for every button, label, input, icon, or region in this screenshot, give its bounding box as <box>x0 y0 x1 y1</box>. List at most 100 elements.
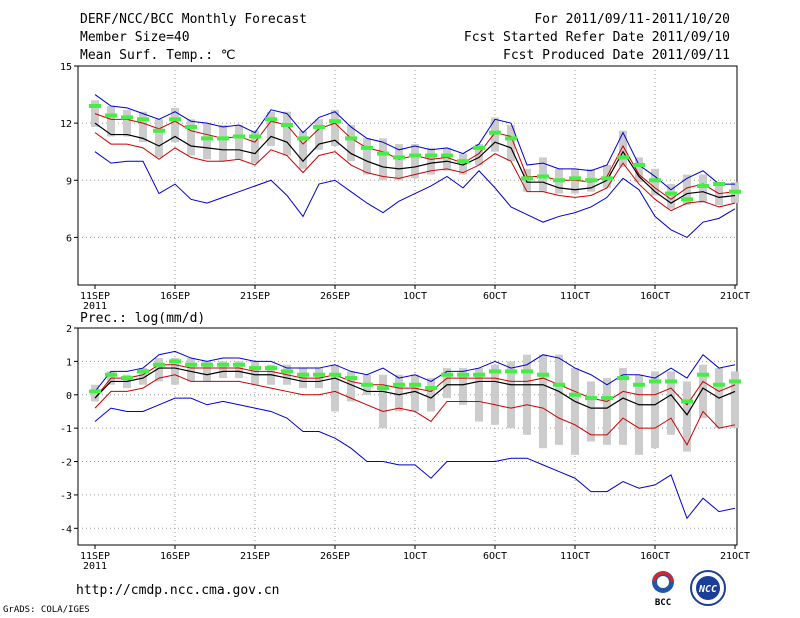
panel2-spread-box <box>235 361 243 379</box>
panel2-median-mark <box>185 362 197 367</box>
panel2-median-mark <box>345 376 357 381</box>
panel2-median-mark <box>473 372 485 377</box>
panel1-ytick-label: 12 <box>60 119 72 130</box>
panel2-spread-box <box>347 371 355 402</box>
panel2-median-mark <box>585 396 597 401</box>
panel1-spread-box <box>619 130 627 167</box>
panel1-median-mark <box>393 155 405 160</box>
panel1-spread-box <box>459 153 467 175</box>
panel2-median-mark <box>713 382 725 387</box>
panel2-spread-box <box>411 374 419 412</box>
panel1-frame <box>77 65 738 286</box>
panel1-ytick-label: 9 <box>66 176 72 187</box>
panel2-median-mark <box>409 382 421 387</box>
panel2-median-mark <box>633 382 645 387</box>
panel2-ytick-label: -2 <box>60 458 72 469</box>
panel1-spread-box <box>395 144 403 181</box>
panel1-median-mark <box>681 197 693 202</box>
panel1-xtick-label: 6OCT <box>483 291 507 302</box>
panel1-spread-box <box>411 144 419 179</box>
panel2-spread-box <box>219 361 227 379</box>
panel1-spread-box <box>155 119 163 158</box>
panel1-xtick-label: 11SEP <box>80 291 110 302</box>
panel2-spread-box <box>475 368 483 422</box>
panel1-median-mark <box>521 176 533 181</box>
panel1-spread-box <box>299 130 307 169</box>
panel1-xtick-label: 26SEP <box>320 291 350 302</box>
ncc-logo-text: NCC <box>698 584 717 595</box>
panel1-max-line <box>94 94 735 191</box>
panel2-spread-box <box>459 368 467 405</box>
panel1-spread-box <box>187 119 195 156</box>
panel1-median-mark <box>601 176 613 181</box>
panel2-median-mark <box>105 372 117 377</box>
panel2-spread-box <box>619 368 627 445</box>
panel1-median-mark <box>249 134 261 139</box>
panel2-median-mark <box>233 362 245 367</box>
forecast-period: For 2011/09/11-2011/10/20 <box>534 12 730 27</box>
panel2-xtick-label: 16SEP <box>160 551 190 562</box>
panel2-spread-box <box>731 371 739 429</box>
panel1-spread-box <box>267 111 275 146</box>
panel1-xtick-label: 16SEP <box>160 291 190 302</box>
panel2-median-mark <box>169 359 181 364</box>
panel2-spread-box <box>555 354 563 445</box>
panel1-spread-box <box>699 174 707 204</box>
panel2-spread-box <box>699 364 707 419</box>
panel1-median-mark <box>185 124 197 129</box>
panel2-spread-box <box>491 364 499 425</box>
panel2-median-mark <box>441 372 453 377</box>
panel1-ytick-label: 15 <box>60 62 72 73</box>
panel1-spread-box <box>315 119 323 150</box>
panel2-median-mark <box>697 372 709 377</box>
panel1-median-mark <box>169 117 181 122</box>
panel1-spread-box <box>235 125 243 160</box>
panel2-spread-box <box>155 358 163 382</box>
panel1-xtick-label: 1OCT <box>403 291 427 302</box>
panel2-spread-box <box>203 361 211 382</box>
panel1-median-mark <box>569 176 581 181</box>
panel1-median-mark <box>697 183 709 188</box>
panel1-xtick-label: 21OCT <box>720 291 750 302</box>
panel1-lower-spread-line <box>94 132 736 212</box>
panel1-median-mark <box>649 178 661 183</box>
panel2-lower-spread-line <box>94 374 736 446</box>
panel2-xtick-label: 1OCT <box>403 551 427 562</box>
panel1-year-label: 2011 <box>83 301 107 312</box>
panel1-xtick-label: 11OCT <box>560 291 590 302</box>
panel2-spread-box <box>651 371 659 449</box>
panel1-xtick-label: 21SEP <box>240 291 270 302</box>
bcc-logo-icon: BCC <box>652 571 674 608</box>
panel2-spread-box <box>427 378 435 412</box>
website-url[interactable]: http://cmdp.ncc.cma.gov.cn <box>76 583 280 598</box>
panel1-spread-box <box>443 147 451 171</box>
panel2-median-mark <box>393 382 405 387</box>
panel1-median-mark <box>361 145 373 150</box>
panel2-year-label: 2011 <box>83 561 107 572</box>
panel1-spread-box <box>427 147 435 175</box>
panel2-spread-box <box>331 364 339 412</box>
panel2-median-mark <box>265 366 277 371</box>
fcst-start-date: Fcst Started Refer Date 2011/09/10 <box>463 30 730 45</box>
bcc-logo-text: BCC <box>655 598 671 608</box>
panel2-median-mark <box>537 372 549 377</box>
grads-credit: GrADS: COLA/IGES <box>3 605 90 615</box>
panel1-median-mark <box>105 113 117 118</box>
panel2-ytick-label: 2 <box>66 324 72 335</box>
panel2-median-mark <box>121 376 133 381</box>
panel2-median-mark <box>217 362 229 367</box>
panel2-median-mark <box>89 389 101 394</box>
panel2-min-line <box>94 397 736 520</box>
panel2-median-mark <box>313 372 325 377</box>
panel2-median-mark <box>521 369 533 374</box>
panel1-median-mark <box>281 123 293 128</box>
panel2-median-mark <box>617 376 629 381</box>
panel1-median-mark <box>489 130 501 135</box>
panel2-median-mark <box>665 379 677 384</box>
panel1-median-mark <box>473 145 485 150</box>
panel1-ensemble-mean-line <box>94 122 736 204</box>
panel2-median-mark <box>137 369 149 374</box>
panel2-median-mark <box>569 392 581 397</box>
panel2-xtick-label: 21OCT <box>720 551 750 562</box>
